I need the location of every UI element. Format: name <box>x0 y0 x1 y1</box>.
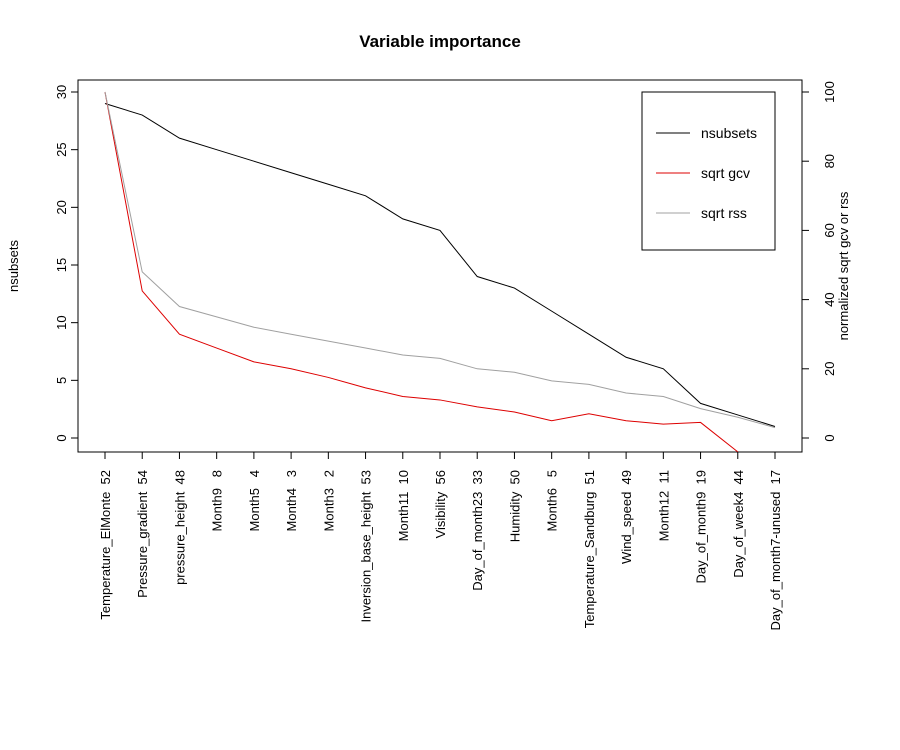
x-tick-label: Month4 3 <box>284 470 299 531</box>
x-tick-label: Month5 4 <box>247 470 262 531</box>
series-line-nsubsets <box>104 103 776 427</box>
x-tick-label: Inversion_base_height 53 <box>359 470 374 623</box>
right-tick-label: 60 <box>822 223 837 237</box>
x-tick-label: Day_of_month9 19 <box>694 470 709 583</box>
x-tick-label: Pressure_gradient 54 <box>135 470 150 598</box>
left-tick-label: 15 <box>54 258 69 272</box>
series-lines <box>104 91 776 452</box>
right-tick-label: 20 <box>822 362 837 376</box>
right-tick-label: 80 <box>822 154 837 168</box>
x-tick-label: Day_of_month23 33 <box>470 470 485 591</box>
x-tick-label: Month6 5 <box>545 470 560 531</box>
left-y-axis-label: nsubsets <box>6 239 21 292</box>
chart-title: Variable importance <box>359 32 521 51</box>
legend-box <box>641 91 776 251</box>
series-layer <box>104 91 776 452</box>
legend-label-nsubsets: nsubsets <box>701 125 757 141</box>
x-tick-label: Temperature_ElMonte 52 <box>98 470 113 620</box>
right-tick-label: 40 <box>822 292 837 306</box>
x-tick-label: Humidity 50 <box>507 470 522 542</box>
x-tick-label: Month9 8 <box>210 470 225 531</box>
x-tick-label: pressure_height 48 <box>172 470 187 585</box>
series-line-sqrt-gcv <box>104 91 739 452</box>
left-y-axis: 0 5 10 15 20 25 30 <box>54 85 79 442</box>
left-tick-label: 25 <box>54 142 69 156</box>
right-y-axis-label: normalized sqrt gcv or rss <box>836 191 851 340</box>
left-tick-label: 30 <box>54 85 69 99</box>
left-tick-label: 0 <box>54 434 69 441</box>
x-axis: Temperature_ElMonte 52 Pressure_gradient … <box>98 452 783 630</box>
legend: nsubsets sqrt gcv sqrt rss <box>641 91 776 251</box>
left-tick-label: 5 <box>54 377 69 384</box>
x-tick-label: Month12 11 <box>656 470 671 541</box>
right-tick-label: 100 <box>822 81 837 103</box>
left-tick-label: 20 <box>54 200 69 214</box>
x-tick-label: Temperature_Sandburg 51 <box>582 470 597 628</box>
x-tick-label: Day_of_month7-unused 17 <box>768 470 783 630</box>
x-tick-label: Month3 2 <box>321 470 336 531</box>
legend-label-sqrt-gcv: sqrt gcv <box>701 165 750 181</box>
x-tick-label: Day_of_week4 44 <box>731 470 746 578</box>
series-line-sqrt-rss <box>104 91 776 429</box>
x-tick-label: Month11 10 <box>396 470 411 541</box>
x-tick-label: Wind_speed 49 <box>619 470 634 564</box>
x-tick-label: Visibility 56 <box>433 470 448 538</box>
legend-label-sqrt-rss: sqrt rss <box>701 205 747 221</box>
right-y-axis: 0 20 40 60 80 100 <box>801 81 837 442</box>
left-tick-label: 10 <box>54 315 69 329</box>
right-tick-label: 0 <box>822 434 837 441</box>
